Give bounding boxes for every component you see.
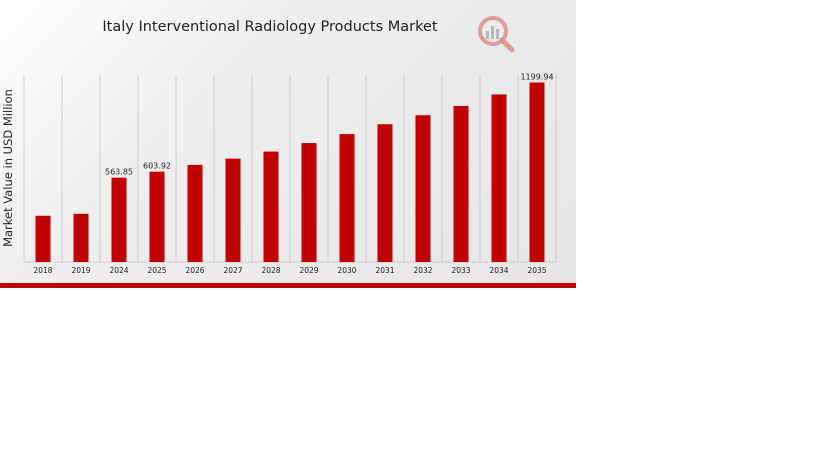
magnifier-chart-icon <box>476 14 516 54</box>
x-tick-label: 2035 <box>527 266 546 275</box>
bottom-accent-stripe <box>0 283 576 288</box>
x-tick-label: 2030 <box>337 266 356 275</box>
x-tick-label: 2018 <box>33 266 52 275</box>
bar-2029 <box>301 143 317 262</box>
x-tick-label: 2028 <box>261 266 280 275</box>
bar-2031 <box>377 124 393 262</box>
chart-panel: Italy Interventional Radiology Products … <box>0 0 576 283</box>
x-tick-label: 2025 <box>147 266 166 275</box>
bar-2032 <box>415 115 431 262</box>
x-tick-label: 2024 <box>109 266 128 275</box>
bar-2035 <box>529 82 545 262</box>
x-tick-label: 2034 <box>489 266 508 275</box>
x-tick-label: 2027 <box>223 266 242 275</box>
x-tick-label: 2033 <box>451 266 470 275</box>
y-axis-label: Market Value in USD Million <box>1 89 15 247</box>
x-tick-label: 2032 <box>413 266 432 275</box>
x-tick-label: 2029 <box>299 266 318 275</box>
data-label: 603.92 <box>143 162 171 171</box>
bar-2024 <box>111 177 127 262</box>
bar-2026 <box>187 164 203 262</box>
bar-2019 <box>73 213 89 262</box>
bar-2018 <box>35 215 51 262</box>
bar-2030 <box>339 134 355 262</box>
bar-2027 <box>225 158 241 262</box>
bar-2028 <box>263 151 279 262</box>
bar-2034 <box>491 94 507 262</box>
bar-2033 <box>453 105 469 263</box>
x-tick-label: 2031 <box>375 266 394 275</box>
x-tick-label: 2019 <box>71 266 90 275</box>
bar-chart: 2018 2019 2024 563.85 2025 603.92 2026 2027 2028… <box>1 72 557 275</box>
bar-2025 <box>149 171 165 262</box>
data-label: 563.85 <box>105 168 133 177</box>
chart-title: Italy Interventional Radiology Products … <box>102 19 438 35</box>
x-tick-label: 2026 <box>185 266 204 275</box>
data-label: 1199.94 <box>520 72 553 81</box>
